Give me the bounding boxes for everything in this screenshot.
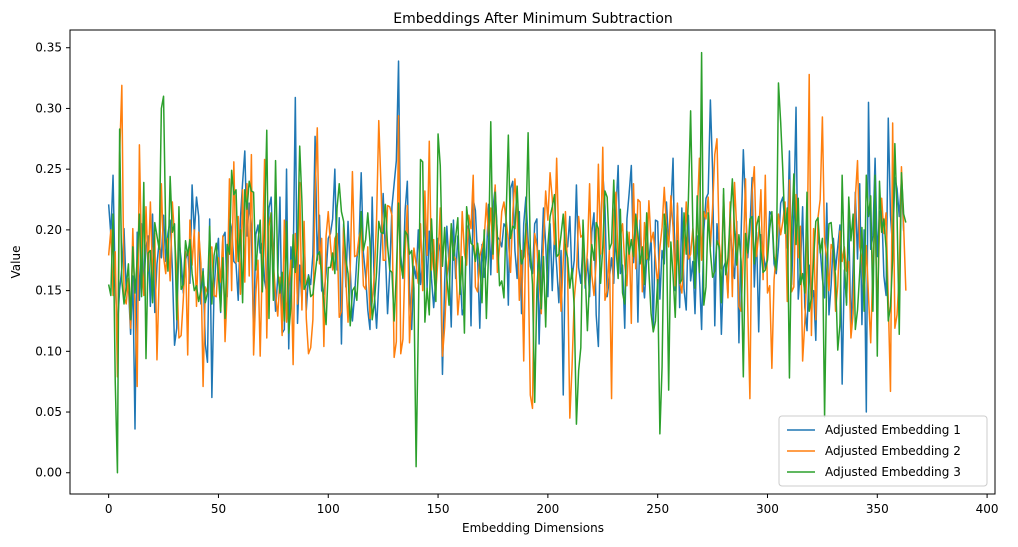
y-tick-label: 0.15 [35,284,62,298]
legend-box [778,415,988,487]
plot-frame [69,29,996,495]
y-tick-label: 0.30 [35,101,62,115]
x-tick-label: 200 [536,502,559,516]
y-axis-label: Value [9,246,23,279]
legend-entry-3: Adjusted Embedding 3 [825,465,961,479]
x-tick-label: 0 [105,502,113,516]
legend-entry-2: Adjusted Embedding 2 [825,444,961,458]
y-axis: 0.00 0.05 0.10 0.15 0.20 0.25 0.30 0.35 [35,41,70,480]
legend: Adjusted Embedding 1 Adjusted Embedding 2… [778,415,988,487]
y-tick-label: 0.20 [35,223,62,237]
x-tick-label: 350 [866,502,889,516]
x-tick-label: 150 [427,502,450,516]
x-axis: 0 50 100 150 200 250 300 350 400 [105,494,999,516]
x-axis-label: Embedding Dimensions [462,521,604,535]
legend-entry-1: Adjusted Embedding 1 [825,423,961,437]
x-tick-label: 300 [756,502,779,516]
y-tick-label: 0.05 [35,405,62,419]
y-tick-label: 0.10 [35,344,62,358]
x-tick-label: 400 [976,502,999,516]
x-tick-label: 50 [211,502,226,516]
y-tick-label: 0.35 [35,41,62,55]
chart-title: Embeddings After Minimum Subtraction [393,11,673,27]
x-tick-label: 100 [317,502,340,516]
plot-lines [107,51,907,474]
y-tick-label: 0.00 [35,466,62,480]
x-tick-label: 250 [646,502,669,516]
series-line-3 [107,51,907,474]
y-tick-label: 0.25 [35,162,62,176]
